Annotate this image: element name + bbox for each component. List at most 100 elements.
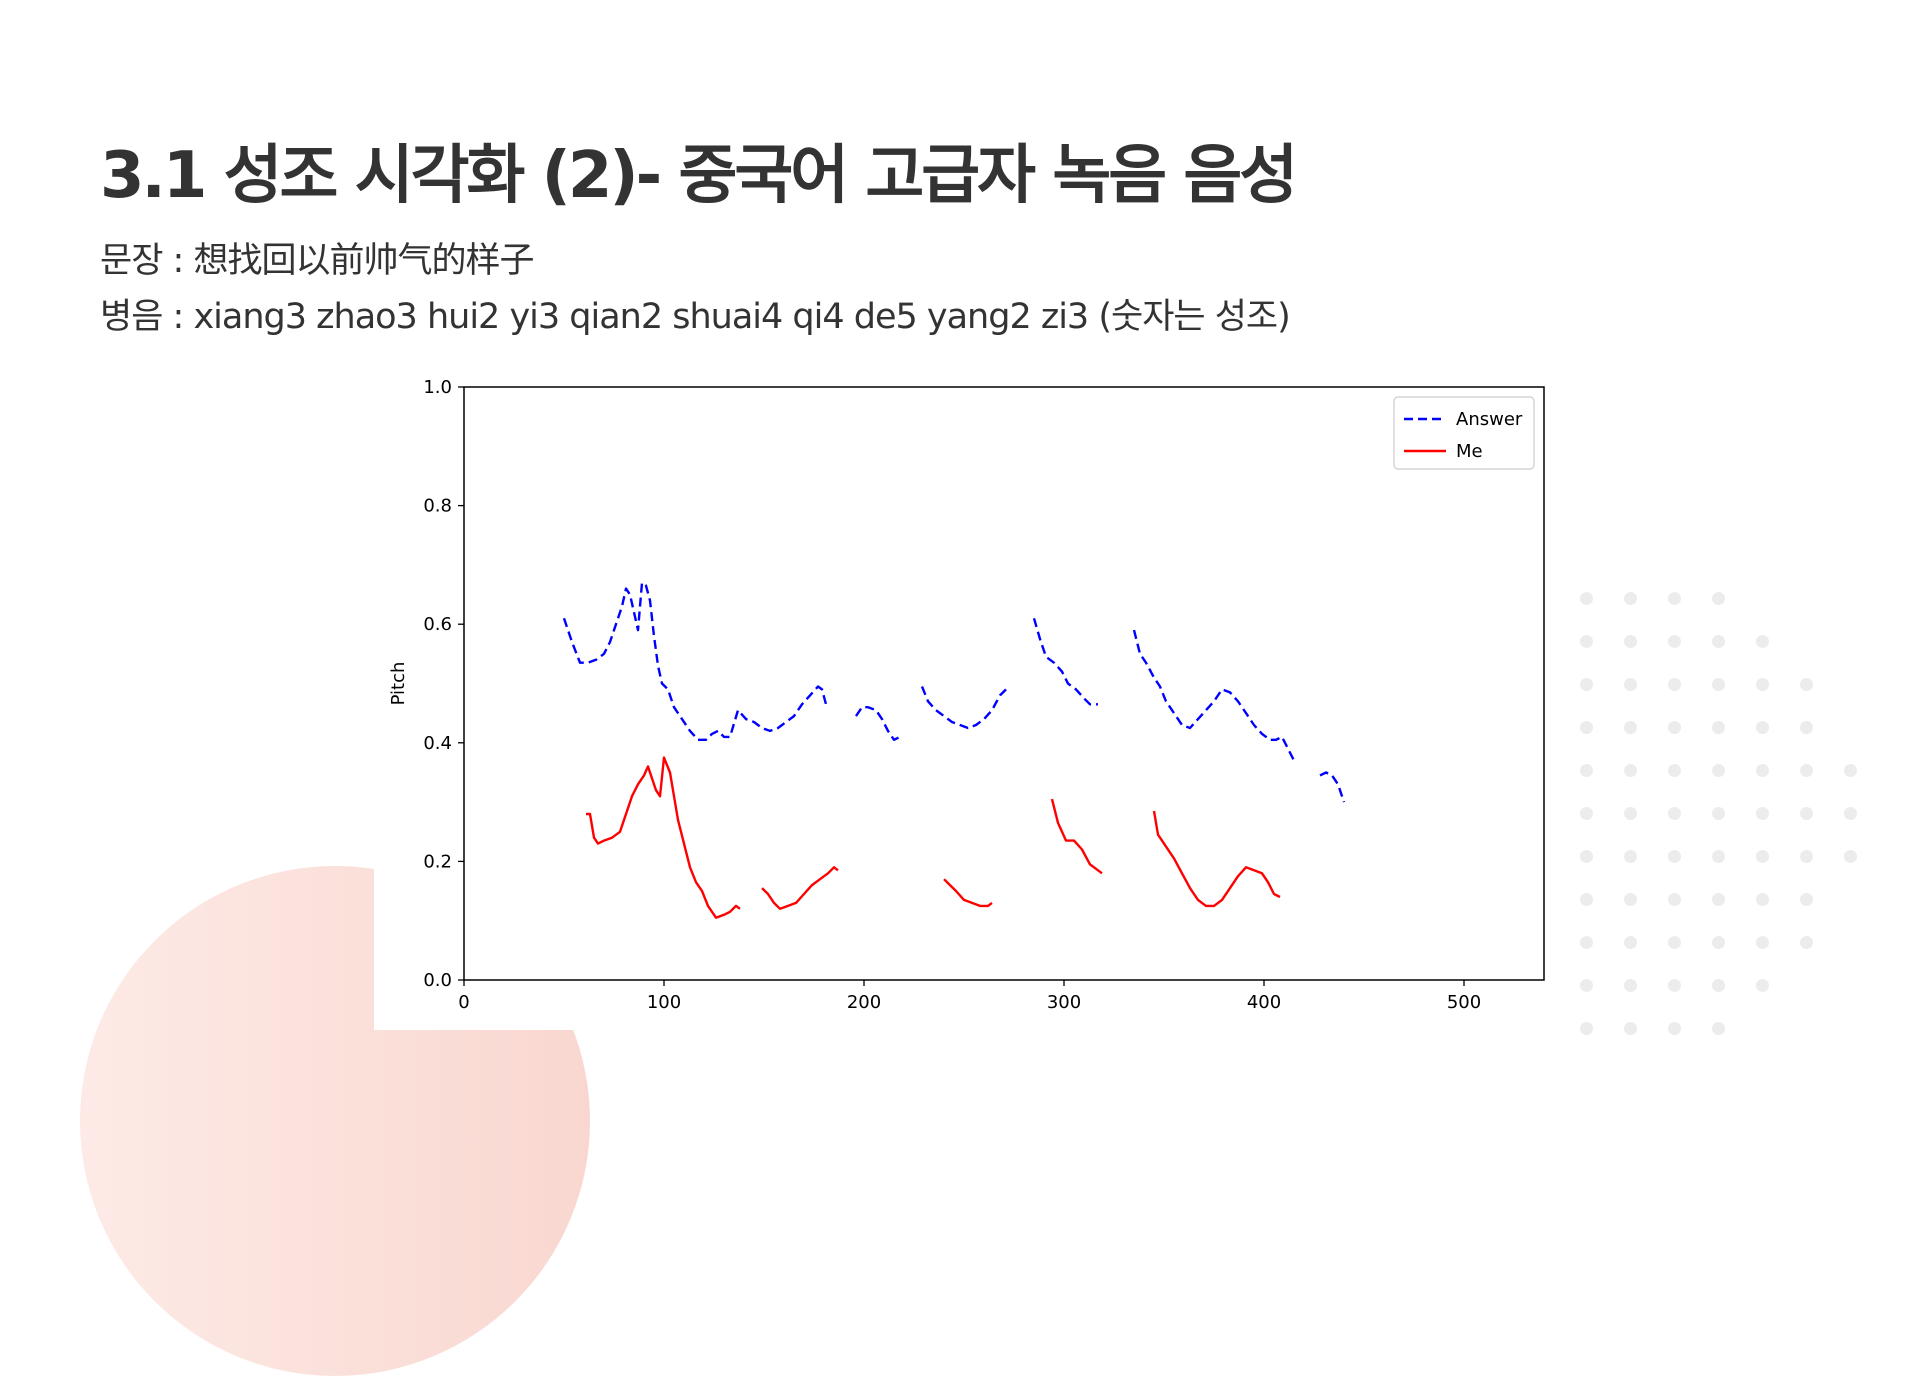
decorative-dot xyxy=(1624,592,1637,605)
decorative-dot xyxy=(1580,764,1593,777)
decorative-dot xyxy=(1668,592,1681,605)
decorative-dot xyxy=(1844,850,1857,863)
series-line-me xyxy=(761,866,839,910)
x-tick-label: 0 xyxy=(458,992,469,1013)
sentence-line: 문장 : 想找回以前帅气的样子 xyxy=(100,232,534,283)
x-tick-label: 200 xyxy=(847,992,881,1013)
y-tick-label: 0.6 xyxy=(423,614,452,635)
series-line-me xyxy=(586,756,741,919)
decorative-dot xyxy=(1624,721,1637,734)
decorative-dot xyxy=(1800,764,1813,777)
y-tick-label: 0.8 xyxy=(423,496,452,517)
decorative-dot xyxy=(1668,850,1681,863)
y-tick-label: 0.4 xyxy=(423,733,452,754)
decorative-dot xyxy=(1668,893,1681,906)
decorative-dot xyxy=(1756,721,1769,734)
decorative-dot xyxy=(1800,678,1813,691)
y-tick-label: 0.2 xyxy=(423,851,452,872)
decorative-dot xyxy=(1756,807,1769,820)
decorative-dot xyxy=(1580,807,1593,820)
legend-label-answer: Answer xyxy=(1456,409,1523,430)
pinyin-text: xiang3 zhao3 hui2 yi3 qian2 shuai4 qi4 d… xyxy=(193,297,1089,337)
decorative-dot-grid xyxy=(1580,592,1860,1035)
decorative-dot xyxy=(1712,721,1725,734)
y-tick-label: 0.0 xyxy=(423,970,452,991)
decorative-dot xyxy=(1844,807,1857,820)
series-line-answer xyxy=(1319,771,1346,803)
decorative-dot xyxy=(1580,936,1593,949)
decorative-dot xyxy=(1712,592,1725,605)
decorative-dot xyxy=(1668,936,1681,949)
series-line-answer xyxy=(1032,617,1098,706)
decorative-dot xyxy=(1668,678,1681,691)
decorative-dot xyxy=(1668,635,1681,648)
series-line-answer xyxy=(1132,629,1296,762)
decorative-dot xyxy=(1756,764,1769,777)
decorative-dot xyxy=(1712,635,1725,648)
decorative-dot xyxy=(1580,850,1593,863)
decorative-dot xyxy=(1712,850,1725,863)
decorative-dot xyxy=(1624,893,1637,906)
decorative-dot xyxy=(1712,1022,1725,1035)
decorative-dot xyxy=(1756,979,1769,992)
decorative-dot xyxy=(1712,893,1725,906)
decorative-dot xyxy=(1580,1022,1593,1035)
decorative-dot xyxy=(1800,721,1813,734)
decorative-dot xyxy=(1712,678,1725,691)
chart-panel: 0 100 200 300 400 500 0.0 0.2 0.4 0.6 0.8 1.0 Pitch A… xyxy=(374,370,1554,1030)
decorative-dot xyxy=(1580,721,1593,734)
pinyin-label: 병음 : xyxy=(100,297,184,337)
decorative-dot xyxy=(1580,635,1593,648)
decorative-dot xyxy=(1712,936,1725,949)
decorative-dot xyxy=(1668,764,1681,777)
decorative-dot xyxy=(1712,979,1725,992)
decorative-dot xyxy=(1800,936,1813,949)
slide-title: 3.1 성조 시각화 (2)- 중국어 고급자 녹음 음성 xyxy=(100,139,1298,213)
x-tick-label: 300 xyxy=(1047,992,1081,1013)
legend-label-me: Me xyxy=(1456,441,1483,462)
decorative-dot xyxy=(1580,678,1593,691)
decorative-dot xyxy=(1756,936,1769,949)
series-line-me xyxy=(1050,798,1103,875)
series-line-answer xyxy=(855,706,901,741)
decorative-dot xyxy=(1580,592,1593,605)
series-line-me xyxy=(1152,810,1281,908)
decorative-dot xyxy=(1712,807,1725,820)
plot-frame xyxy=(463,386,1545,981)
series-line-answer xyxy=(562,581,828,741)
decorative-dot xyxy=(1712,764,1725,777)
series-line-answer xyxy=(920,686,1007,730)
decorative-dot xyxy=(1624,678,1637,691)
decorative-dot xyxy=(1756,678,1769,691)
y-tick-label: 1.0 xyxy=(423,377,452,398)
decorative-dot xyxy=(1800,850,1813,863)
decorative-dot xyxy=(1580,979,1593,992)
decorative-dot xyxy=(1624,764,1637,777)
decorative-dot xyxy=(1624,936,1637,949)
decorative-dot xyxy=(1756,850,1769,863)
decorative-dot xyxy=(1624,635,1637,648)
decorative-dot xyxy=(1624,979,1637,992)
decorative-dot xyxy=(1624,850,1637,863)
decorative-dot xyxy=(1756,893,1769,906)
decorative-dot xyxy=(1668,807,1681,820)
x-tick-label: 500 xyxy=(1447,992,1481,1013)
pitch-chart: 0 100 200 300 400 500 0.0 0.2 0.4 0.6 0.8 1.0 Pitch A… xyxy=(388,377,1545,1013)
decorative-dot xyxy=(1624,807,1637,820)
decorative-dot xyxy=(1844,764,1857,777)
x-tick-label: 400 xyxy=(1247,992,1281,1013)
decorative-dot xyxy=(1800,893,1813,906)
series-line-me xyxy=(943,878,993,908)
decorative-dot xyxy=(1580,893,1593,906)
x-tick-label: 100 xyxy=(647,992,681,1013)
decorative-dot xyxy=(1668,721,1681,734)
decorative-dot xyxy=(1668,1022,1681,1035)
decorative-dot xyxy=(1800,807,1813,820)
sentence-text: 想找回以前帅气的样子 xyxy=(193,241,534,281)
decorative-dot xyxy=(1756,635,1769,648)
y-axis-label: Pitch xyxy=(388,662,409,706)
pinyin-note: (숫자는 성조) xyxy=(1098,297,1290,337)
decorative-dot xyxy=(1668,979,1681,992)
sentence-label: 문장 : xyxy=(100,241,184,281)
decorative-dot xyxy=(1624,1022,1637,1035)
